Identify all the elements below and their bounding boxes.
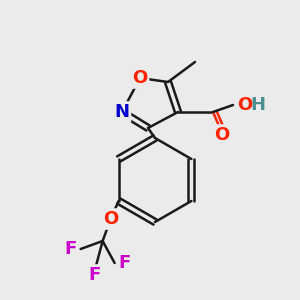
Text: O: O — [237, 96, 252, 114]
Text: O: O — [103, 210, 118, 228]
Text: F: F — [64, 240, 76, 258]
Text: N: N — [115, 103, 130, 121]
Text: O: O — [214, 126, 230, 144]
Text: O: O — [132, 69, 148, 87]
Text: F: F — [118, 254, 131, 272]
Text: F: F — [88, 266, 101, 284]
Text: H: H — [250, 96, 265, 114]
